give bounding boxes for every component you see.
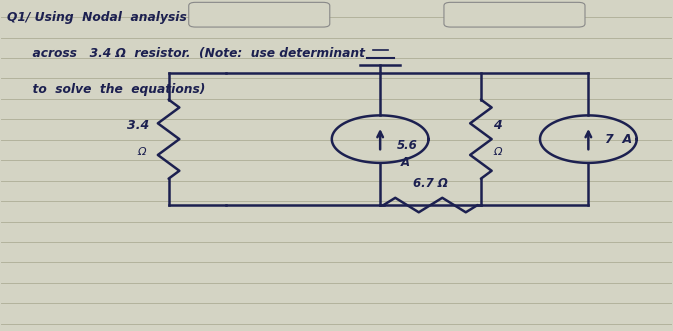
Text: 3.4: 3.4 bbox=[127, 119, 149, 132]
Text: طرح: طرح bbox=[258, 2, 280, 13]
Text: 4: 4 bbox=[493, 119, 502, 132]
Text: Ω: Ω bbox=[493, 147, 502, 157]
Text: Q1/ Using  Nodal  analysis , find  the  Voltage: Q1/ Using Nodal analysis , find the Volt… bbox=[7, 11, 320, 24]
Text: to  solve  the  equations): to solve the equations) bbox=[7, 83, 206, 96]
Text: across   3.4 Ω  resistor.  (Note:  use determinant: across 3.4 Ω resistor. (Note: use determ… bbox=[7, 47, 365, 60]
Text: Ω: Ω bbox=[137, 147, 146, 157]
Text: 7  A: 7 A bbox=[605, 133, 632, 146]
Text: تمرين: تمرين bbox=[506, 2, 543, 12]
Text: 6.7 Ω: 6.7 Ω bbox=[413, 177, 448, 190]
FancyBboxPatch shape bbox=[188, 2, 330, 27]
Text: A: A bbox=[400, 156, 409, 169]
Text: 5.6: 5.6 bbox=[397, 139, 418, 152]
FancyBboxPatch shape bbox=[444, 2, 585, 27]
